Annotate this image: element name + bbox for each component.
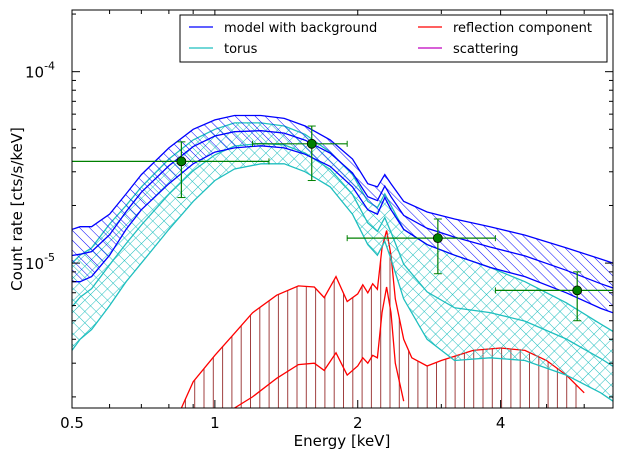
legend-box [179,14,608,63]
torus-band [72,122,613,402]
x-tick-label: 1 [210,414,220,432]
legend-label: model with background [224,21,377,36]
y-tick-label: 10-5 [25,251,55,273]
model-median-line [72,130,613,289]
x-axis-label: Energy [keV] [294,432,391,450]
torus-median-line [72,142,613,367]
legend-label: scattering [453,42,519,57]
data-marker [432,233,443,244]
data-point [494,271,613,322]
legend-entry: model with background [189,21,377,36]
x-tick-label: 0.5 [60,414,84,432]
plot-area [72,114,613,408]
x-tick-label: 4 [496,414,506,432]
y-tick-label: 10-4 [25,60,55,82]
model-lower-line [72,145,613,314]
x-tick-label: 2 [353,414,363,432]
legend-entry: scattering [418,42,519,57]
data-marker [572,285,583,296]
reflection-lower-line [234,286,405,408]
series-model [72,114,613,314]
legend-entry: torus [189,42,258,57]
axis-ticks: 0.5 1 2 4 10-4 10-5 [25,10,613,432]
legend: model with background torus reflection com… [179,14,608,63]
legend-label: reflection component [453,21,592,36]
model-band [72,115,613,313]
legend-label: torus [224,42,258,57]
data-marker [176,156,187,167]
y-axis-label: Count rate [cts/s/keV] [8,127,26,291]
plot-frame [71,9,614,409]
data-marker [306,138,317,149]
data-point [251,125,348,182]
series-reflection-component [180,230,585,408]
model-upper-line [72,114,613,264]
torus-lower-line [72,163,613,402]
data-point [346,218,496,275]
legend-entry: reflection component [418,21,592,36]
data-point [72,141,270,199]
